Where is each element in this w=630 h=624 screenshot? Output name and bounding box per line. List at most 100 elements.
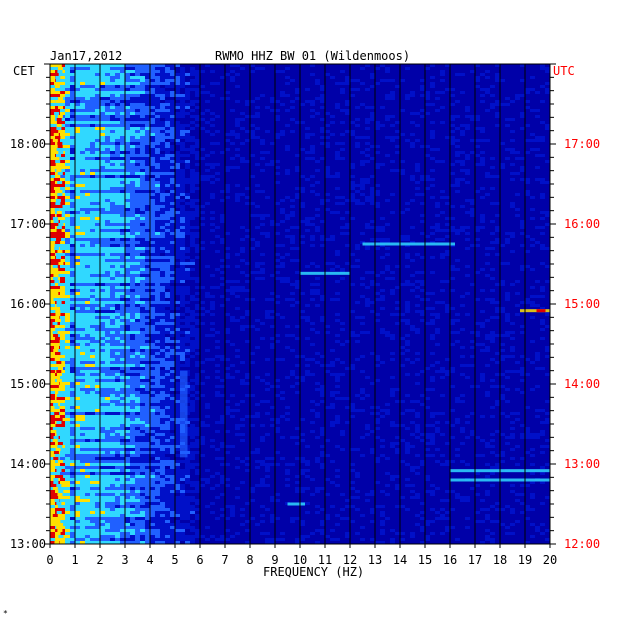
spectrogram-cell [160, 244, 165, 247]
spectrogram-cell [505, 376, 510, 379]
spectrogram-cell [190, 259, 195, 262]
spectrogram-cell [375, 205, 380, 208]
spectrogram-cell [480, 94, 485, 97]
spectrogram-cell [530, 133, 535, 136]
spectrogram-cell [540, 193, 545, 196]
spectrogram-cell [120, 196, 125, 199]
spectrogram-cell [370, 190, 375, 193]
spectrogram-cell [50, 376, 55, 379]
spectrogram-cell [315, 289, 320, 292]
spectrogram-cell [485, 262, 490, 265]
spectrogram-cell [160, 184, 165, 187]
spectrogram-cell [525, 151, 530, 154]
spectrogram-cell [185, 73, 190, 76]
spectrogram-cell [70, 211, 75, 214]
spectrogram-cell [195, 100, 200, 103]
spectrogram-cell [335, 106, 340, 109]
spectrogram-cell [50, 292, 55, 295]
spectrogram-cell [185, 196, 190, 199]
spectrogram-cell [65, 232, 70, 235]
spectrogram-cell [240, 142, 245, 145]
spectrogram-cell [70, 385, 75, 388]
spectrogram-cell [140, 85, 145, 88]
spectrogram-cell [335, 379, 340, 382]
spectrogram-cell [145, 196, 150, 199]
spectrogram-cell [315, 208, 320, 211]
spectrogram-cell [535, 385, 540, 388]
spectrogram-cell [190, 316, 195, 319]
spectrogram-cell [155, 298, 160, 301]
spectrogram-cell [165, 205, 170, 208]
spectrogram-cell [460, 73, 465, 76]
spectrogram-cell [140, 319, 145, 322]
spectrogram-cell [405, 301, 410, 304]
spectrogram-cell [160, 283, 165, 286]
spectrogram-cell [255, 136, 260, 139]
spectrogram-cell [125, 130, 130, 133]
spectrogram-cell [150, 298, 155, 301]
spectrogram-cell [115, 193, 120, 196]
spectrogram-cell [65, 133, 70, 136]
spectrogram-cell [85, 184, 90, 187]
spectrogram-cell [85, 403, 90, 406]
spectrogram-cell [70, 97, 75, 100]
spectrogram-cell [135, 355, 140, 358]
spectrogram-cell [115, 343, 120, 346]
spectrogram-cell [170, 250, 175, 253]
spectrogram-cell [300, 121, 305, 124]
spectrogram-cell [140, 394, 145, 397]
spectrogram-cell [285, 235, 290, 238]
spectrogram-cell [120, 124, 125, 127]
spectrogram-cell [120, 265, 125, 268]
spectrogram-cell [80, 319, 85, 322]
spectrogram-cell [320, 130, 325, 133]
spectrogram-cell [65, 229, 70, 232]
spectrogram-cell [380, 79, 385, 82]
spectrogram-cell [100, 355, 105, 358]
spectrogram-cell [160, 193, 165, 196]
spectrogram-cell [250, 136, 255, 139]
spectrogram-cell [255, 226, 260, 229]
spectrogram-cell [100, 319, 105, 322]
spectrogram-cell [100, 262, 105, 265]
spectrogram-cell [130, 268, 135, 271]
spectrogram-cell [75, 238, 80, 241]
spectrogram-cell [350, 187, 355, 190]
spectrogram-cell [540, 181, 545, 184]
spectrogram-cell [105, 226, 110, 229]
spectrogram-cell [305, 100, 310, 103]
spectrogram-cell [120, 241, 125, 244]
spectrogram-cell [165, 400, 170, 403]
spectrogram-cell [145, 169, 150, 172]
spectrogram-cell [50, 181, 55, 184]
spectrogram-cell [255, 241, 260, 244]
spectrogram-cell [90, 181, 95, 184]
spectrogram-cell [495, 100, 500, 103]
spectrogram-cell [160, 178, 165, 181]
spectrogram-cell [130, 349, 135, 352]
spectrogram-cell [380, 289, 385, 292]
spectrogram-cell [410, 226, 415, 229]
spectrogram-cell [145, 148, 150, 151]
spectrogram-cell [320, 295, 325, 298]
spectrogram-cell [130, 391, 135, 394]
spectrogram-cell [180, 175, 185, 178]
spectrogram-cell [50, 334, 55, 337]
spectrogram-cell [170, 76, 175, 79]
spectrogram-cell [175, 289, 180, 292]
spectrogram-cell [360, 202, 365, 205]
spectrogram-cell [165, 283, 170, 286]
spectrogram-cell [100, 208, 105, 211]
spectrogram-cell [105, 274, 110, 277]
spectrogram-cell [270, 223, 275, 226]
spectrogram-cell [50, 130, 55, 133]
spectrogram-cell [375, 202, 380, 205]
spectrogram-cell [210, 118, 215, 121]
spectrogram-cell [260, 67, 265, 70]
spectrogram-cell [490, 379, 495, 382]
spectrogram-cell [70, 268, 75, 271]
spectrogram-cell [120, 403, 125, 406]
spectrogram-cell [225, 289, 230, 292]
spectrogram-cell [365, 142, 370, 145]
spectrogram-cell [65, 283, 70, 286]
